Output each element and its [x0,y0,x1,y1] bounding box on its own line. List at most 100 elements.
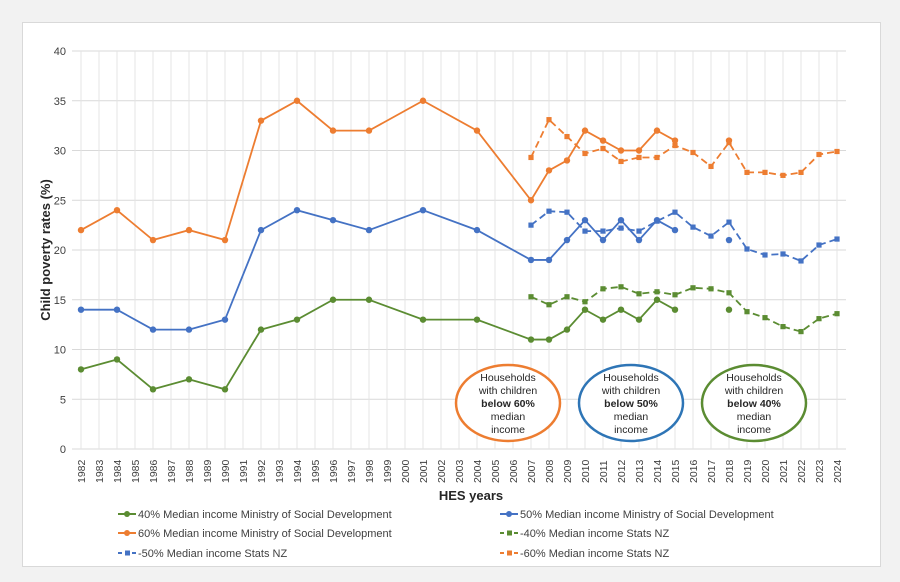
data-point [672,142,678,149]
data-point [654,289,660,295]
series-4 [528,208,840,264]
x-tick-label: 2019 [742,459,754,483]
x-tick-label: 2016 [688,459,700,483]
annotation-text: income [491,424,525,436]
series-0 [77,296,733,393]
data-point [257,326,265,333]
data-point [617,306,625,313]
y-tick-label: 40 [54,46,66,58]
legend-label: 60% Median income Ministry of Social Dev… [138,528,392,540]
legend-label: 50% Median income Ministry of Social Dev… [520,509,774,521]
data-point [582,299,588,305]
data-point [419,316,427,323]
x-tick-label: 2021 [778,459,790,483]
data-point [546,302,552,308]
data-point [149,236,157,244]
data-point [221,386,229,393]
data-point [708,286,714,292]
data-point [780,251,786,257]
data-point [546,208,552,214]
data-point [726,290,732,296]
x-tick-label: 2009 [562,459,574,483]
x-tick-label: 1998 [364,459,376,483]
x-tick-label: 1984 [112,459,124,483]
data-point [473,226,481,234]
data-point [816,242,822,248]
data-point [473,127,481,134]
data-point [581,216,589,224]
legend-label: -60% Median income Stats NZ [520,548,669,560]
data-point [293,316,301,323]
x-tick-label: 2015 [670,459,682,483]
legend-item: -60% Median income Stats NZ [500,548,669,560]
data-point [690,149,696,156]
data-point [564,133,570,140]
data-point [780,324,786,330]
annotation-text: income [737,424,771,436]
data-point [798,328,804,335]
data-point [419,97,427,104]
x-tick-label: 1987 [166,459,178,483]
x-tick-label: 2010 [580,459,592,483]
data-point [564,209,570,215]
x-tick-label: 2005 [490,459,502,483]
data-point [671,137,679,144]
legend-marker [507,530,512,536]
data-point [545,256,553,264]
legend-item: 60% Median income Ministry of Social Dev… [118,528,392,540]
data-point [725,306,733,313]
data-point [329,127,337,134]
legend-label: -40% Median income Stats NZ [520,528,669,540]
legend-item: -40% Median income Stats NZ [500,528,669,540]
x-tick-label: 2002 [436,459,448,483]
data-point [563,236,571,244]
legend-label: 40% Median income Ministry of Social Dev… [138,509,392,521]
annotation-text: below 40% [727,398,781,410]
legend-marker [507,550,512,556]
data-point [617,216,625,224]
legend-label: -50% Median income Stats NZ [138,548,287,560]
series-line [81,209,676,331]
x-tick-label: 2017 [706,459,718,483]
data-point [527,197,535,204]
x-tick-label: 2012 [616,459,628,483]
y-tick-label: 10 [54,345,66,357]
x-tick-label: 2008 [544,459,556,483]
data-point [545,336,553,343]
data-point [599,316,607,323]
data-point [599,137,607,144]
y-tick-label: 5 [60,394,66,406]
y-tick-label: 0 [60,444,66,456]
annotation-text: with children [478,385,538,397]
data-point [672,209,678,215]
x-tick-label: 1983 [94,459,106,483]
x-tick-label: 1996 [328,459,340,483]
data-point [744,309,750,315]
y-axis-label: Child poverty rates (%) [38,179,53,321]
x-tick-label: 1993 [274,459,286,483]
data-point [654,218,660,224]
x-tick-label: 1982 [76,459,88,483]
data-point [618,284,624,290]
data-point [726,139,732,146]
annotation-text: below 60% [481,398,535,410]
x-tick-label: 2013 [634,459,646,483]
data-point [545,167,553,174]
data-point [654,154,660,161]
x-axis-label: HES years [439,488,503,503]
data-point [672,292,678,298]
x-tick-label: 2006 [508,459,520,483]
x-tick-label: 1988 [184,459,196,483]
data-point [185,226,193,234]
x-tick-label: 1995 [310,459,322,483]
series-line [80,99,676,242]
annotation-text: Households [603,372,658,384]
y-tick-label: 20 [54,245,66,257]
data-point [113,306,121,313]
data-point [419,207,427,214]
data-point [600,286,606,292]
data-point [365,127,373,134]
annotation-text: median [737,411,772,423]
